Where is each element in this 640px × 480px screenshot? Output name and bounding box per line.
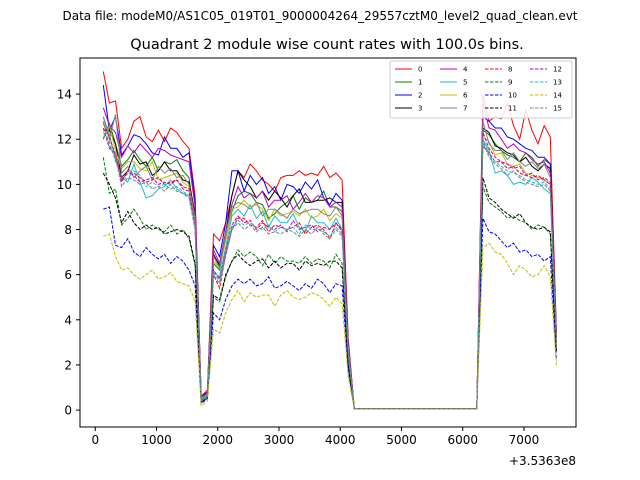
series-line-2 (102, 85, 557, 410)
series-line-3 (103, 127, 557, 410)
legend-label-7: 7 (463, 105, 467, 113)
series-line-13 (102, 132, 557, 410)
legend-label-8: 8 (508, 66, 512, 74)
legend-label-15: 15 (553, 105, 562, 113)
x-tick-label: 4000 (325, 433, 356, 447)
series-line-12 (102, 127, 557, 410)
y-tick-label: 2 (64, 358, 72, 372)
y-tick-label: 14 (57, 88, 72, 102)
legend-label-0: 0 (418, 66, 422, 74)
series-line-7 (102, 114, 557, 410)
legend-label-3: 3 (418, 105, 422, 113)
y-axis: 0 2 4 6 8 10 12 14 (57, 88, 80, 418)
legend-label-1: 1 (418, 79, 422, 87)
figure-header: Data file: modeM0/AS1C05_019T01_90000042… (62, 9, 577, 23)
series-layer (102, 71, 557, 410)
plot-area (80, 58, 576, 427)
series-line-9 (102, 157, 557, 410)
legend-label-4: 4 (463, 66, 468, 74)
x-tick-label: 0 (91, 433, 99, 447)
series-line-11 (102, 172, 557, 410)
legend-box (389, 60, 573, 119)
x-tick-label: 2000 (203, 433, 234, 447)
y-tick-label: 10 (57, 178, 72, 192)
x-axis: 0 1000 2000 3000 4000 5000 6000 7000 (91, 427, 539, 447)
legend-label-11: 11 (508, 105, 517, 113)
x-tick-label: 6000 (447, 433, 478, 447)
series-line-10 (103, 206, 557, 410)
legend-label-2: 2 (418, 92, 422, 100)
series-line-5 (102, 116, 557, 410)
legend-label-6: 6 (463, 92, 468, 100)
x-tick-label: 7000 (509, 433, 540, 447)
chart-title: Quadrant 2 module wise count rates with … (130, 37, 524, 53)
legend-label-10: 10 (508, 92, 517, 100)
series-line-15 (102, 121, 557, 410)
series-line-8 (102, 123, 557, 410)
y-tick-label: 12 (57, 133, 72, 147)
x-tick-label: 3000 (264, 433, 295, 447)
legend-label-5: 5 (463, 79, 467, 87)
legend-label-9: 9 (508, 79, 512, 87)
series-line-6 (102, 124, 557, 410)
series-line-4 (102, 102, 557, 410)
x-tick-label: 5000 (386, 433, 417, 447)
legend-label-12: 12 (553, 66, 562, 74)
legend-label-13: 13 (553, 79, 562, 87)
legend-label-14: 14 (553, 92, 562, 100)
y-tick-label: 8 (64, 223, 72, 237)
plot-frame (79, 57, 577, 428)
y-tick-label: 4 (64, 313, 72, 327)
y-tick-label: 0 (64, 404, 72, 418)
x-tick-label: 1000 (141, 433, 172, 447)
x-offset-label: +3.5363e8 (509, 454, 576, 468)
y-tick-label: 6 (64, 268, 72, 282)
series-line-14 (103, 233, 557, 410)
